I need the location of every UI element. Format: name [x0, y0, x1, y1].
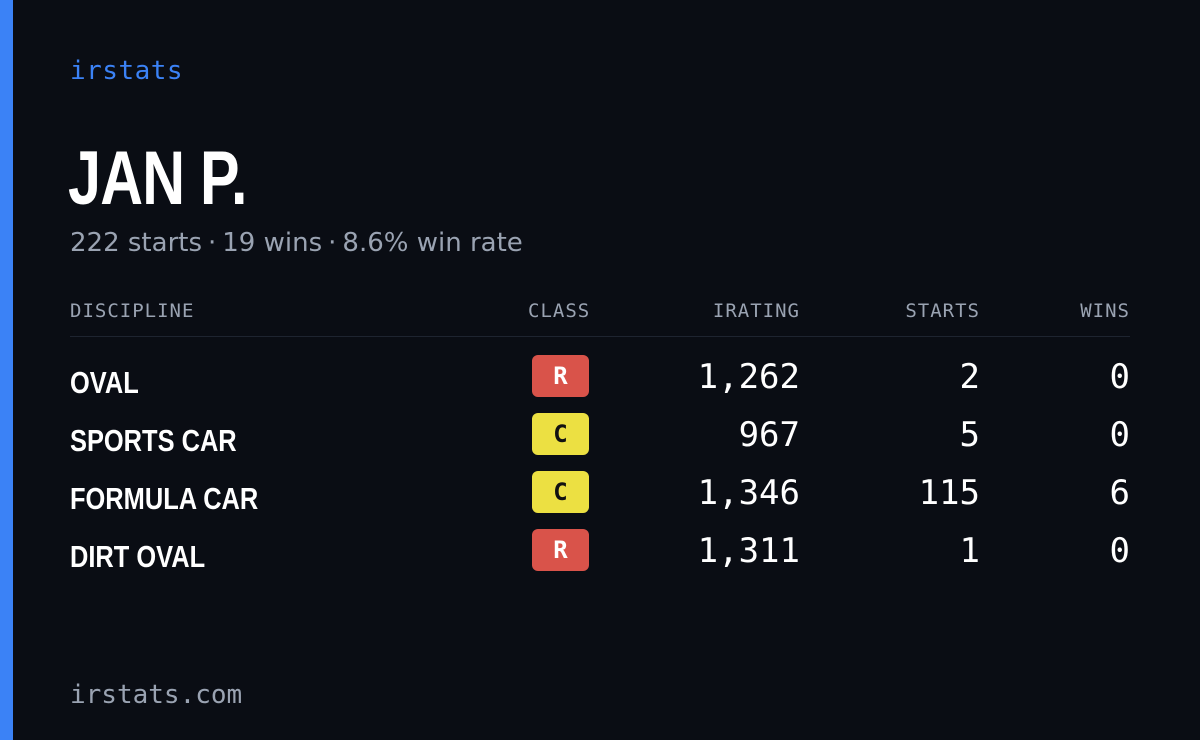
table-row: FORMULA CAR C 1,346 115 6	[70, 469, 1130, 527]
irating-value: 967	[738, 415, 800, 455]
accent-bar	[0, 0, 13, 740]
wins-value: 0	[1109, 415, 1130, 455]
brand-logo[interactable]: irstats	[70, 56, 184, 86]
table-body: OVAL R 1,262 2 0 SPORTS CAR C 967 5 0 FO…	[70, 337, 1130, 585]
discipline-name: DIRT OVAL	[70, 539, 206, 574]
driver-summary: 222 starts · 19 wins · 8.6% win rate	[70, 228, 523, 258]
starts-value: 2	[959, 357, 980, 397]
header-discipline: DISCIPLINE	[70, 300, 195, 322]
table-row: DIRT OVAL R 1,311 1 0	[70, 527, 1130, 585]
irating-value: 1,311	[697, 531, 800, 571]
class-badge: R	[532, 529, 589, 571]
driver-name: JAN P.	[68, 136, 248, 221]
summary-separator: ·	[208, 228, 217, 258]
starts-value: 1	[959, 531, 980, 571]
discipline-table: DISCIPLINE CLASS IRATING STARTS WINS OVA…	[70, 296, 1130, 585]
discipline-name: OVAL	[70, 365, 139, 400]
header-starts: STARTS	[905, 300, 980, 322]
wins-value: 0	[1109, 357, 1130, 397]
table-row: OVAL R 1,262 2 0	[70, 353, 1130, 411]
discipline-name: FORMULA CAR	[70, 481, 259, 516]
starts-value: 115	[918, 473, 980, 513]
wins-value: 6	[1109, 473, 1130, 513]
header-wins: WINS	[1080, 300, 1130, 322]
class-badge: R	[532, 355, 589, 397]
irating-value: 1,262	[697, 357, 800, 397]
irating-value: 1,346	[697, 473, 800, 513]
footer-url[interactable]: irstats.com	[70, 680, 243, 710]
table-header: DISCIPLINE CLASS IRATING STARTS WINS	[70, 296, 1130, 337]
class-badge: C	[532, 471, 589, 513]
summary-starts: 222 starts	[70, 228, 202, 258]
header-class: CLASS	[528, 300, 591, 322]
starts-value: 5	[959, 415, 980, 455]
table-row: SPORTS CAR C 967 5 0	[70, 411, 1130, 469]
discipline-name: SPORTS CAR	[70, 423, 237, 458]
class-badge: C	[532, 413, 589, 455]
summary-wins: 19 wins	[222, 228, 323, 258]
wins-value: 0	[1109, 531, 1130, 571]
summary-win-rate: 8.6% win rate	[342, 228, 523, 258]
summary-separator: ·	[328, 228, 337, 258]
header-irating: IRATING	[712, 300, 800, 322]
